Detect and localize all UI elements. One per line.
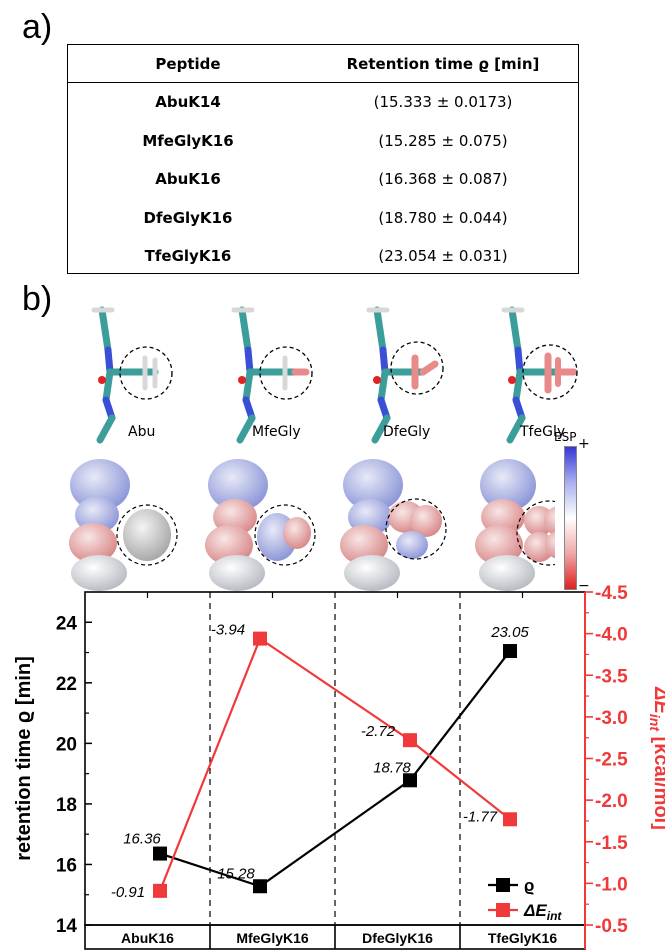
esp-surface-dfegly	[340, 459, 447, 591]
table-row: DfeGlyK16 (18.780 ± 0.044)	[68, 199, 578, 238]
peptide-cell: AbuK16	[155, 170, 221, 189]
y-tick-label: 18	[56, 795, 77, 816]
y-tick-label: 14	[56, 916, 78, 937]
stick-model-mfegly	[231, 306, 313, 444]
data-label: 16.36	[123, 831, 161, 848]
series-line-retention	[159, 650, 511, 888]
panel-a-label: a)	[22, 8, 53, 46]
legend-label-delta-e: ΔEint	[523, 901, 562, 923]
y-tick-label: 22	[56, 674, 77, 695]
data-point	[503, 812, 517, 827]
y-right-tick-label: -1.0	[595, 874, 628, 895]
data-point	[253, 631, 267, 646]
table-row: AbuK16 (16.368 ± 0.087)	[68, 160, 578, 199]
table-row: TfeGlyK16 (23.054 ± 0.031)	[68, 237, 578, 276]
esp-minus-label: −	[578, 578, 590, 594]
esp-plus-label: +	[578, 436, 590, 452]
data-label: 18.78	[373, 759, 411, 776]
esp-gradient-bar	[564, 446, 577, 590]
table-header-row: Peptide Retention time ϱ [min]	[68, 45, 578, 83]
data-point	[403, 733, 417, 748]
legend-marker-retention	[496, 878, 510, 892]
stick-model-abu	[91, 306, 173, 444]
x-tick-label: TfeGlyK16	[488, 930, 557, 946]
data-point	[253, 879, 267, 894]
stick-model-tfegly	[501, 306, 578, 444]
y-tick-label: 24	[56, 613, 78, 634]
data-label: -0.91	[111, 884, 145, 901]
retention-cell: (18.780 ± 0.044)	[378, 208, 508, 227]
y-right-tick-label: -3.0	[595, 708, 628, 729]
y-right-tick-label: -3.5	[595, 666, 628, 687]
esp-surface-tfegly	[475, 459, 555, 591]
esp-surfaces	[69, 459, 555, 591]
peptide-cell: AbuK14	[155, 93, 221, 112]
molecule-label-dfegly: DfeGly	[383, 424, 431, 440]
panel-b-label: b)	[22, 280, 53, 318]
table-row: MfeGlyK16 (15.285 ± 0.075)	[68, 122, 578, 161]
y-axis-label: retention time ϱ [min]	[13, 656, 35, 861]
x-tick-label: AbuK16	[121, 930, 174, 946]
data-label: 15.28	[217, 865, 255, 882]
legend-marker-delta-e	[496, 903, 510, 917]
esp-surface-mfegly	[205, 459, 316, 591]
y-right-tick-label: -1.5	[595, 833, 628, 854]
y-tick-label: 16	[56, 855, 77, 876]
data-label: 23.05	[490, 624, 529, 641]
y-right-axis-label: ΔEint [kcal/mol]	[647, 686, 665, 830]
y-right-tick-label: -4.0	[595, 625, 628, 646]
y-right-tick-label: -2.5	[595, 750, 628, 771]
molecule-models	[91, 306, 578, 444]
data-point	[503, 644, 517, 659]
peptide-cell: DfeGlyK16	[143, 208, 233, 227]
header-retention-time: Retention time ϱ [min]	[346, 54, 540, 73]
molecule-label-abu: Abu	[128, 424, 156, 440]
data-point	[403, 773, 417, 788]
data-label: -3.94	[211, 622, 245, 639]
data-label: -1.77	[463, 808, 498, 825]
retention-table: Peptide Retention time ϱ [min] AbuK14 (1…	[67, 44, 579, 274]
retention-energy-chart: AbuK16 MfeGlyK16 DfeGlyK16 TfeGlyK16 14 16 18 2…	[13, 583, 665, 950]
retention-cell: (15.285 ± 0.075)	[378, 131, 508, 150]
retention-cell: (16.368 ± 0.087)	[378, 170, 508, 189]
data-point	[153, 883, 167, 898]
data-point	[153, 846, 167, 861]
x-tick-label: DfeGlyK16	[362, 930, 433, 946]
esp-title: ESP	[554, 430, 577, 444]
data-label: -2.72	[361, 723, 396, 740]
esp-surface-abu	[69, 459, 178, 591]
y-tick-label: 20	[56, 734, 77, 755]
peptide-cell: TfeGlyK16	[144, 247, 232, 266]
x-tick-label: MfeGlyK16	[236, 930, 309, 946]
molecule-label-mfegly: MfeGly	[252, 424, 301, 440]
header-peptide: Peptide	[155, 54, 221, 73]
molecule-label-tfegly: TfeGly	[520, 424, 566, 440]
legend-label-retention: ϱ	[524, 876, 535, 895]
y-right-tick-label: -2.0	[595, 791, 628, 812]
series-line-delta-e	[158, 636, 511, 892]
y-right-tick-label: -0.5	[595, 916, 628, 937]
retention-cell: (23.054 ± 0.031)	[378, 247, 508, 266]
peptide-cell: MfeGlyK16	[142, 131, 234, 150]
retention-cell: (15.333 ± 0.0173)	[373, 93, 513, 112]
stick-model-dfegly	[366, 306, 444, 444]
y-right-tick-label: -4.5	[595, 583, 628, 604]
table-row: AbuK14 (15.333 ± 0.0173)	[68, 83, 578, 122]
